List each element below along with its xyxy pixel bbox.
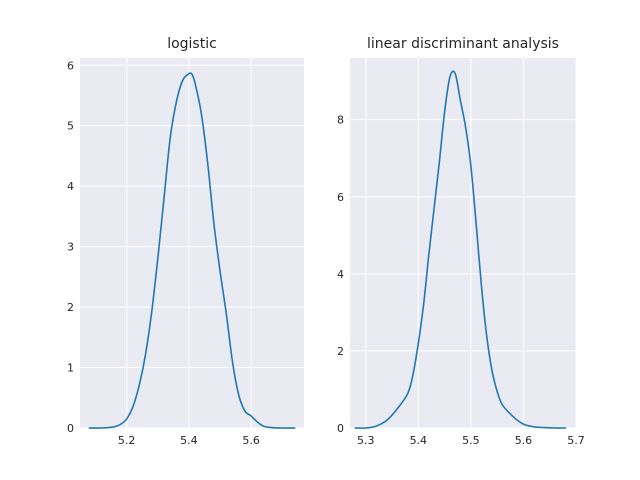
x-tick-labels-logistic: 5.2 5.4 5.6	[118, 434, 260, 447]
chart-title-logistic: logistic	[167, 36, 217, 52]
chart-logistic: 5.2 5.4 5.6 0 1 2 3 4 5 6 logistic	[67, 36, 304, 447]
y-tick-label: 2	[67, 301, 74, 314]
y-tick-label: 8	[337, 114, 344, 127]
x-tick-labels-lda: 5.3 5.4 5.5 5.6 5.7	[357, 434, 585, 447]
y-tick-label: 2	[337, 345, 344, 358]
x-tick-label: 5.4	[180, 434, 198, 447]
x-tick-label: 5.2	[118, 434, 136, 447]
y-tick-labels-logistic: 0 1 2 3 4 5 6	[67, 59, 74, 435]
x-tick-label: 5.3	[357, 434, 375, 447]
y-tick-label: 3	[67, 241, 74, 254]
y-tick-label: 6	[337, 191, 344, 204]
density-curve-logistic	[88, 72, 296, 429]
chart-lda: 5.3 5.4 5.5 5.6 5.7 0 2 4 6 8 linear discriminan…	[337, 36, 585, 447]
x-tick-label: 5.5	[462, 434, 480, 447]
y-tick-label: 0	[337, 422, 344, 435]
x-tick-label: 5.6	[515, 434, 533, 447]
y-tick-label: 1	[67, 362, 74, 375]
gridlines-logistic	[80, 58, 304, 429]
x-tick-label: 5.7	[567, 434, 585, 447]
y-tick-label: 4	[67, 180, 74, 193]
y-tick-label: 6	[67, 59, 74, 72]
x-tick-label: 5.4	[410, 434, 428, 447]
chart-title-lda: linear discriminant analysis	[367, 36, 559, 52]
gridlines-lda	[350, 58, 577, 429]
y-tick-labels-lda: 0 2 4 6 8	[337, 114, 344, 435]
plot-area-logistic	[80, 58, 304, 428]
density-curve-lda	[354, 70, 567, 429]
y-tick-label: 5	[67, 120, 74, 133]
y-tick-label: 0	[67, 422, 74, 435]
y-tick-label: 4	[337, 268, 344, 281]
x-tick-label: 5.6	[242, 434, 260, 447]
